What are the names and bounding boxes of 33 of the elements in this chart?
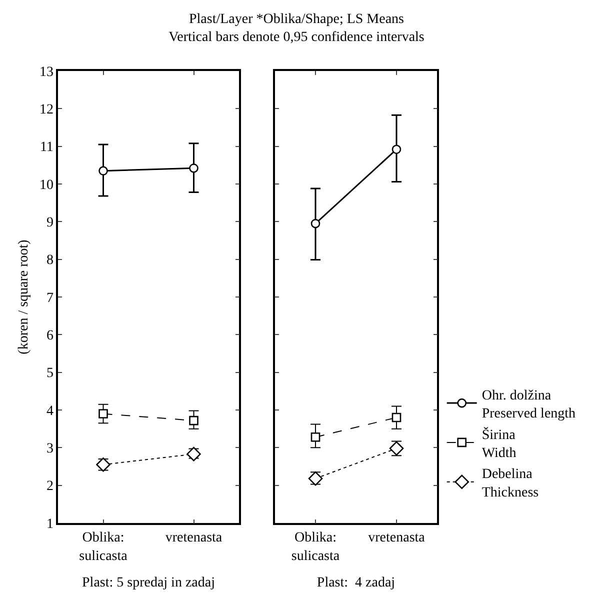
y-tick-label: 1 bbox=[46, 516, 54, 532]
legend-label: Debelina Thickness bbox=[482, 467, 539, 500]
x-axis-title: Plast: 4 zadaj bbox=[316, 576, 396, 591]
y-tick-label: 8 bbox=[46, 253, 54, 268]
y-tick-label: 2 bbox=[46, 479, 54, 494]
x-tick-label: Oblika: sulicasta bbox=[79, 530, 128, 564]
x-tick-label: vretenasta bbox=[165, 530, 223, 546]
point bbox=[98, 409, 108, 418]
y-tick-label: 13 bbox=[39, 64, 54, 80]
y-tick-label: 6 bbox=[46, 328, 54, 344]
y-tick-label: 9 bbox=[46, 216, 54, 231]
point bbox=[392, 144, 402, 154]
x-tick-label: vretenasta bbox=[368, 530, 426, 546]
y-axis-title: (koren / square root) bbox=[16, 239, 32, 354]
point bbox=[186, 446, 201, 462]
point bbox=[392, 412, 402, 422]
legend-label: Ohr. dolžina Preserved length bbox=[482, 388, 576, 422]
y-tick-label: 7 bbox=[46, 290, 54, 306]
y-tick-label: 4 bbox=[46, 404, 54, 419]
x-axis-title: Plast: 5 spredaj in zadaj bbox=[82, 576, 215, 591]
x-tick-label: Oblika: sulicasta bbox=[291, 530, 340, 564]
y-tick-label: 5 bbox=[46, 366, 54, 382]
y-tick-label: 11 bbox=[40, 140, 54, 156]
point bbox=[310, 432, 320, 442]
point bbox=[189, 416, 198, 426]
legend-label: Širina Width bbox=[482, 426, 516, 462]
text: Plast/Layer *Oblika/Shape; LS Means Vertical bars denote 0,95 confidence intervals bbox=[168, 12, 424, 45]
point bbox=[98, 166, 108, 176]
y-tick-label: 12 bbox=[39, 102, 54, 118]
y-tick-label: 10 bbox=[39, 178, 54, 193]
y-tick-label: 3 bbox=[46, 442, 54, 457]
point bbox=[189, 164, 198, 173]
point bbox=[310, 218, 320, 228]
